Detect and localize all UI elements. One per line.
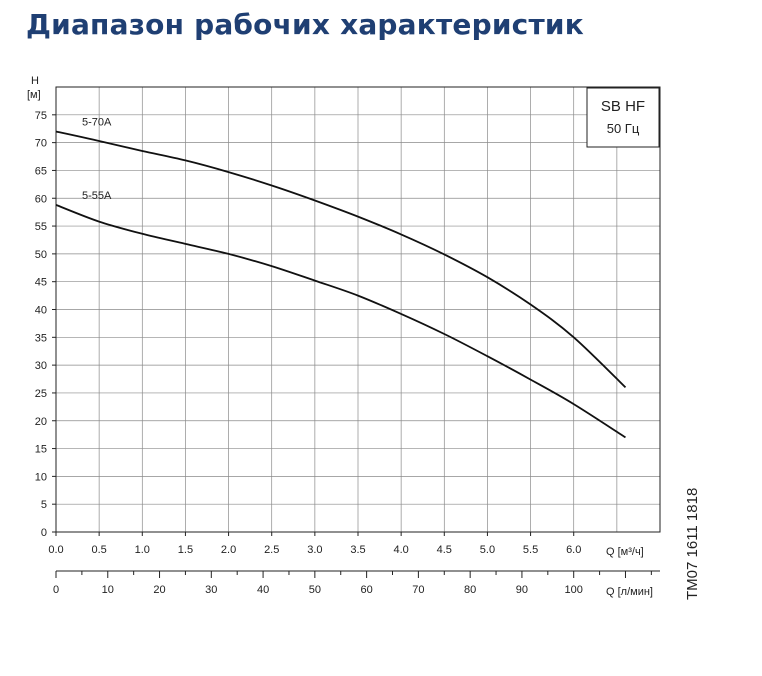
- x-tick-label: 6.0: [566, 544, 581, 556]
- x2-tick-label: 80: [464, 584, 476, 596]
- series-label-5-55A: 5-55A: [82, 190, 112, 202]
- x-axis-ticks: 0.0 0.5 1.0 1.5 2.0 2.5 3.0 3.5 4.0 4.5 5.0 5.5 6.0: [48, 532, 581, 556]
- y-tick-label: 0: [41, 527, 47, 539]
- y-tick-label: 20: [35, 416, 47, 428]
- series-line-5-55A: [55, 204, 626, 439]
- y-tick-label: 70: [35, 138, 47, 150]
- side-code: TM07 1611 1818: [684, 488, 701, 600]
- page-title: Диапазон рабочих характеристик: [26, 8, 584, 41]
- x-axis-label: Q [м³/ч]: [606, 546, 644, 558]
- grid: [56, 87, 660, 532]
- x2-tick-label: 30: [205, 584, 217, 596]
- y-tick-label: 60: [35, 193, 47, 205]
- y-axis-unit: [м]: [27, 89, 41, 101]
- x-tick-label: 1.0: [135, 544, 150, 556]
- y-tick-label: 35: [35, 332, 47, 344]
- x2-tick-label: 40: [257, 584, 269, 596]
- x2-axis: 0 10 20 30 40 50 60 70 80 90 100: [53, 570, 660, 596]
- y-tick-label: 40: [35, 305, 47, 317]
- y-tick-label: 50: [35, 249, 47, 261]
- y-tick-label: 10: [35, 471, 47, 483]
- legend-box-title: SB HF: [601, 98, 645, 115]
- y-tick-label: 25: [35, 388, 47, 400]
- x-tick-label: 4.0: [393, 544, 408, 556]
- y-tick-label: 30: [35, 360, 47, 372]
- x-tick-label: 3.0: [307, 544, 322, 556]
- series-label-5-70A: 5-70A: [82, 117, 112, 129]
- x-tick-label: 1.5: [178, 544, 193, 556]
- x2-tick-label: 0: [53, 584, 59, 596]
- x2-axis-label: Q [л/мин]: [606, 586, 653, 598]
- y-tick-label: 75: [35, 110, 47, 122]
- x-tick-label: 5.0: [480, 544, 495, 556]
- legend-box-subtitle: 50 Гц: [607, 121, 640, 136]
- x-tick-label: 5.5: [523, 544, 538, 556]
- y-tick-label: 15: [35, 444, 47, 456]
- y-tick-label: 65: [35, 165, 47, 177]
- x2-tick-label: 20: [153, 584, 165, 596]
- series-line-5-70A: [55, 130, 627, 389]
- legend-box: [586, 87, 660, 148]
- x-tick-label: 4.5: [437, 544, 452, 556]
- x2-tick-label: 90: [516, 584, 528, 596]
- x2-tick-label: 100: [565, 584, 583, 596]
- y-tick-label: 5: [41, 499, 47, 511]
- x2-tick-label: 10: [102, 584, 114, 596]
- y-tick-label: 55: [35, 221, 47, 233]
- x2-tick-label: 50: [309, 584, 321, 596]
- series: 5-70A 5-55A: [55, 117, 627, 439]
- x-tick-label: 2.0: [221, 544, 236, 556]
- x-tick-label: 3.5: [350, 544, 365, 556]
- x-tick-label: 0.5: [91, 544, 106, 556]
- x2-tick-label: 70: [412, 584, 424, 596]
- x2-tick-label: 60: [360, 584, 372, 596]
- y-axis-ticks: 0 5 10 15 20 25 30 35 40 45 50 55 60 65 70 75: [35, 110, 56, 539]
- x-tick-label: 2.5: [264, 544, 279, 556]
- y-tick-label: 45: [35, 277, 47, 289]
- x-tick-label: 0.0: [48, 544, 63, 556]
- y-axis-label: H: [31, 75, 39, 87]
